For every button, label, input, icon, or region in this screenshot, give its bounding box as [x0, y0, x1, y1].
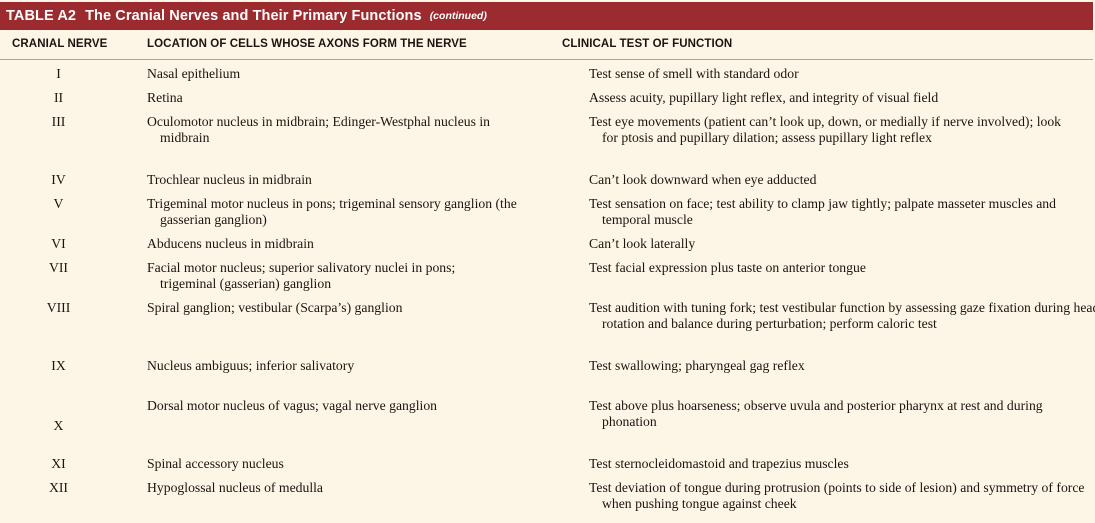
table-row: XII Hypoglossal nucleus of medulla Test … [0, 480, 1093, 520]
nerve-number: IV [51, 172, 66, 187]
table-row: X Dorsal motor nucleus of vagus; vagal n… [0, 398, 1093, 450]
table-row: III Oculomotor nucleus in midbrain; Edin… [0, 114, 1093, 170]
nerve-test: Test sensation on face; test ability to … [589, 196, 1056, 227]
nerve-test: Test eye movements (patient can’t look u… [589, 114, 1062, 145]
nerve-location: Nasal epithelium [147, 66, 241, 81]
nerve-location: Oculomotor nucleus in midbrain; Edinger-… [147, 114, 491, 145]
nerve-number: X [53, 418, 64, 433]
nerve-number: II [53, 90, 64, 105]
nerve-location: Trigeminal motor nucleus in pons; trigem… [147, 196, 517, 227]
nerve-location: Abducens nucleus in midbrain [147, 236, 314, 251]
nerve-number: IX [51, 358, 66, 373]
table-title: The Cranial Nerves and Their Primary Fun… [85, 8, 422, 24]
nerve-location: Dorsal motor nucleus of vagus; vagal ner… [147, 398, 438, 413]
table-row: I Nasal epithelium Test sense of smell w… [0, 66, 1093, 90]
header-clinical-test: CLINICAL TEST OF FUNCTION [562, 38, 733, 50]
table-row: IV Trochlear nucleus in midbrain Can’t l… [0, 172, 1093, 196]
table-row: V Trigeminal motor nucleus in pons; trig… [0, 196, 1093, 236]
nerve-test: Can’t look downward when eye adducted [589, 172, 817, 187]
nerve-location: Trochlear nucleus in midbrain [147, 172, 312, 187]
nerve-test: Test swallowing; pharyngeal gag reflex [589, 358, 805, 373]
nerve-location: Spiral ganglion; vestibular (Scarpa’s) g… [147, 300, 403, 315]
continued-label: (continued) [429, 10, 487, 22]
nerve-number: I [56, 66, 61, 81]
nerve-number: XI [51, 456, 66, 471]
nerve-location: Nucleus ambiguus; inferior salivatory [147, 358, 355, 373]
nerve-location: Spinal accessory nucleus [147, 456, 284, 471]
header-location: LOCATION OF CELLS WHOSE AXONS FORM THE N… [147, 38, 467, 50]
nerve-number: V [53, 196, 64, 211]
header-cranial-nerve: CRANIAL NERVE [12, 38, 108, 50]
nerve-number: III [51, 114, 66, 129]
nerve-location: Retina [147, 90, 183, 105]
nerve-test: Test sternocleidomastoid and trapezius m… [589, 456, 849, 471]
nerve-test: Test sense of smell with standard odor [589, 66, 799, 81]
table-row: VI Abducens nucleus in midbrain Can’t lo… [0, 236, 1093, 260]
table-title-bar: TABLE A2 The Cranial Nerves and Their Pr… [0, 2, 1093, 30]
header-divider [0, 59, 1093, 60]
table-row: IX Nucleus ambiguus; inferior salivatory… [0, 358, 1093, 398]
table-row: VIII Spiral ganglion; vestibular (Scarpa… [0, 300, 1095, 358]
nerve-location: Hypoglossal nucleus of medulla [147, 480, 324, 495]
nerve-test: Test facial expression plus taste on ant… [589, 260, 866, 275]
nerve-number: VIII [46, 300, 71, 315]
table-label: TABLE A2 [6, 8, 77, 24]
nerve-number: XII [48, 480, 68, 495]
nerve-number: VI [51, 236, 66, 251]
nerve-test: Can’t look laterally [589, 236, 696, 251]
nerve-test: Assess acuity, pupillary light reflex, a… [589, 90, 939, 105]
nerve-location: Facial motor nucleus; superior salivator… [147, 260, 456, 291]
table-row: II Retina Assess acuity, pupillary light… [0, 90, 1093, 114]
table-row: VII Facial motor nucleus; superior saliv… [0, 260, 1093, 300]
nerve-test: Test above plus hoarseness; observe uvul… [589, 398, 1043, 429]
nerve-test: Test deviation of tongue during protrusi… [589, 480, 1085, 511]
table-row: XI Spinal accessory nucleus Test sternoc… [0, 456, 1093, 480]
nerve-test: Test audition with tuning fork; test ves… [589, 300, 1095, 331]
nerve-number: VII [48, 260, 68, 275]
